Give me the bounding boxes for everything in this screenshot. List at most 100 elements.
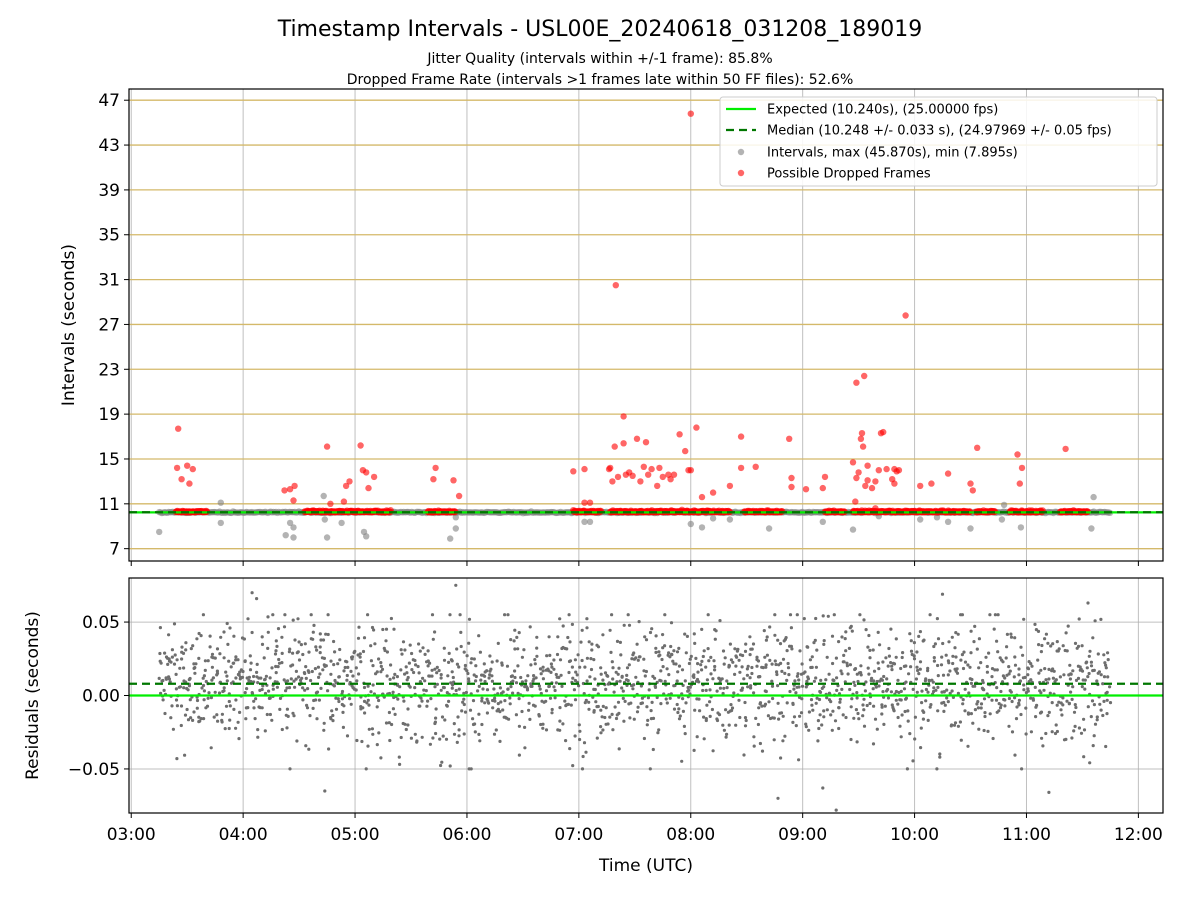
residual-point — [243, 659, 247, 663]
residual-point — [260, 687, 264, 692]
residual-point — [170, 655, 174, 659]
residual-point — [379, 670, 383, 674]
residual-point — [425, 704, 429, 708]
residual-point — [758, 741, 763, 746]
residual-point — [587, 707, 591, 711]
residual-point — [909, 639, 913, 643]
residual-point — [712, 659, 716, 663]
residual-point — [403, 722, 407, 726]
residual-point — [1088, 649, 1092, 653]
residual-point — [779, 661, 783, 666]
residuals-x-tick-label: 03:00 — [107, 825, 156, 845]
residual-point — [530, 684, 534, 689]
residual-point — [592, 658, 596, 662]
residual-point — [1069, 690, 1073, 694]
residual-point — [460, 709, 464, 713]
residual-point — [561, 624, 565, 628]
residual-point — [952, 723, 957, 727]
residual-point — [408, 643, 412, 647]
residual-point — [1104, 666, 1108, 670]
residual-point — [659, 679, 663, 683]
residual-point — [760, 704, 764, 708]
residual-point — [1089, 715, 1093, 719]
dropped-frame-point — [788, 483, 795, 491]
dropped-frame-point — [327, 500, 334, 507]
residual-point — [620, 686, 624, 690]
residual-point — [1070, 697, 1074, 702]
residual-point — [919, 746, 923, 750]
residual-point — [733, 647, 737, 651]
residual-point — [798, 714, 802, 718]
residual-point — [369, 690, 373, 694]
residual-point — [725, 732, 729, 736]
residual-point — [197, 656, 201, 661]
residual-point — [186, 688, 190, 692]
residual-point — [478, 739, 482, 743]
residual-point — [861, 714, 865, 718]
dropped-frame-point — [175, 425, 182, 432]
residual-point — [722, 728, 727, 732]
residual-point — [342, 669, 346, 673]
residual-point — [549, 670, 553, 675]
residual-point — [855, 691, 859, 695]
residual-point — [755, 655, 759, 659]
residual-point — [294, 669, 298, 674]
residual-point — [369, 644, 373, 648]
residual-point — [570, 622, 575, 627]
residual-point — [638, 655, 642, 659]
intervals-y-tick-label: 11 — [98, 495, 120, 515]
residual-point — [384, 627, 389, 631]
residual-point — [580, 658, 584, 663]
residual-point — [1072, 710, 1077, 714]
residual-point — [226, 642, 230, 647]
residual-point — [544, 689, 549, 693]
residual-point — [528, 625, 532, 629]
residual-point — [880, 678, 885, 682]
residual-point — [423, 652, 427, 657]
residual-point — [903, 709, 907, 714]
residual-point — [651, 716, 656, 721]
residual-point — [592, 709, 596, 713]
dropped-frame-point — [819, 484, 826, 492]
residual-point — [973, 708, 978, 712]
interval-point — [581, 518, 588, 525]
residual-point — [434, 731, 438, 736]
residual-point — [268, 676, 272, 680]
residual-point — [450, 670, 454, 674]
residual-point — [750, 665, 754, 670]
residual-point — [282, 678, 286, 682]
residual-point — [197, 631, 201, 636]
residual-point — [1046, 714, 1050, 718]
residual-point — [1029, 678, 1033, 682]
residual-point — [789, 644, 794, 648]
residual-point — [1091, 636, 1095, 640]
residual-point — [681, 709, 686, 714]
interval-point — [156, 528, 163, 536]
dropped-frame-point — [281, 487, 288, 494]
residual-point — [276, 665, 280, 669]
residual-point — [267, 689, 271, 693]
residual-point — [338, 647, 342, 652]
residual-point — [443, 718, 447, 722]
residual-point — [814, 676, 818, 680]
residual-point — [274, 664, 278, 669]
residual-point — [725, 679, 729, 683]
residual-point — [202, 674, 206, 678]
interval-point — [447, 535, 454, 542]
residual-point — [285, 707, 289, 711]
residual-point — [263, 729, 267, 733]
residual-point — [433, 667, 437, 671]
dropped-frame-point — [967, 480, 974, 487]
residual-point — [676, 670, 680, 674]
residual-point — [537, 684, 542, 688]
residual-point — [1099, 673, 1103, 677]
residual-point — [837, 706, 841, 710]
residual-point — [200, 686, 204, 690]
residual-point — [1072, 729, 1076, 733]
interval-point — [586, 518, 594, 525]
residuals-x-tick-label: 10:00 — [890, 825, 939, 845]
residual-point — [162, 688, 166, 693]
residual-point — [763, 655, 767, 659]
residual-point — [213, 656, 217, 660]
residual-point — [485, 711, 489, 715]
